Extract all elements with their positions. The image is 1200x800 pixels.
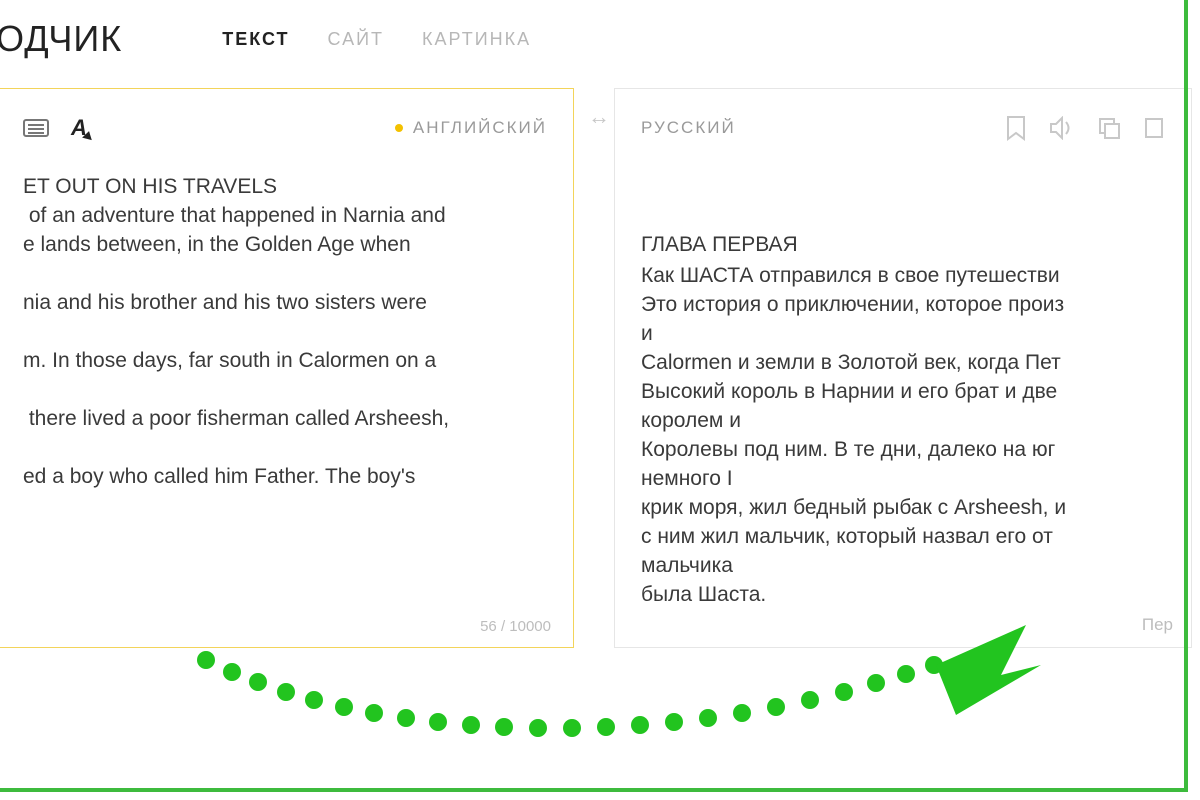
translated-body: Как ШАСТА отправился в свое путешестви Э… <box>641 264 1066 606</box>
share-icon[interactable] <box>1143 116 1165 140</box>
translator-panels: A АНГЛИЙСКИЙ ET OUT ON HIS TRAVELS of an… <box>0 88 1192 648</box>
mode-tabs: ТЕКСТ САЙТ КАРТИНКА <box>222 29 531 50</box>
font-style-icon[interactable]: A <box>71 115 87 141</box>
tab-text[interactable]: ТЕКСТ <box>222 29 289 50</box>
source-text[interactable]: ET OUT ON HIS TRAVELS of an adventure th… <box>23 173 547 627</box>
char-count: 56 / 10000 <box>480 618 551 635</box>
target-language-selector[interactable]: РУССКИЙ <box>641 118 736 138</box>
source-panel-top: A АНГЛИЙСКИЙ <box>23 113 547 143</box>
chapter-title: ГЛАВА ПЕРВАЯ <box>641 231 1165 260</box>
bookmark-icon[interactable] <box>1005 115 1027 141</box>
translated-text: ГЛАВА ПЕРВАЯ Как ШАСТА отправился в свое … <box>641 173 1165 627</box>
speaker-icon[interactable] <box>1049 116 1075 140</box>
swap-languages-icon[interactable]: ↔ <box>588 104 610 130</box>
logo-fragment: ОДЧИК <box>0 18 122 60</box>
target-language-label: РУССКИЙ <box>641 118 736 138</box>
target-panel-top: РУССКИЙ <box>641 113 1165 143</box>
copy-icon[interactable] <box>1097 116 1121 140</box>
keyboard-icon[interactable] <box>23 119 49 137</box>
tab-site[interactable]: САЙТ <box>328 29 385 50</box>
source-panel: A АНГЛИЙСКИЙ ET OUT ON HIS TRAVELS of an… <box>0 88 574 648</box>
target-panel: РУССКИЙ ГЛА <box>614 88 1192 648</box>
header: ОДЧИК ТЕКСТ САЙТ КАРТИНКА <box>0 0 1192 88</box>
tab-image[interactable]: КАРТИНКА <box>422 29 531 50</box>
source-language-selector[interactable]: АНГЛИЙСКИЙ <box>395 118 547 138</box>
target-footer-label: Пер <box>1142 615 1173 635</box>
source-language-label: АНГЛИЙСКИЙ <box>413 118 547 138</box>
detected-language-dot-icon <box>395 124 403 132</box>
